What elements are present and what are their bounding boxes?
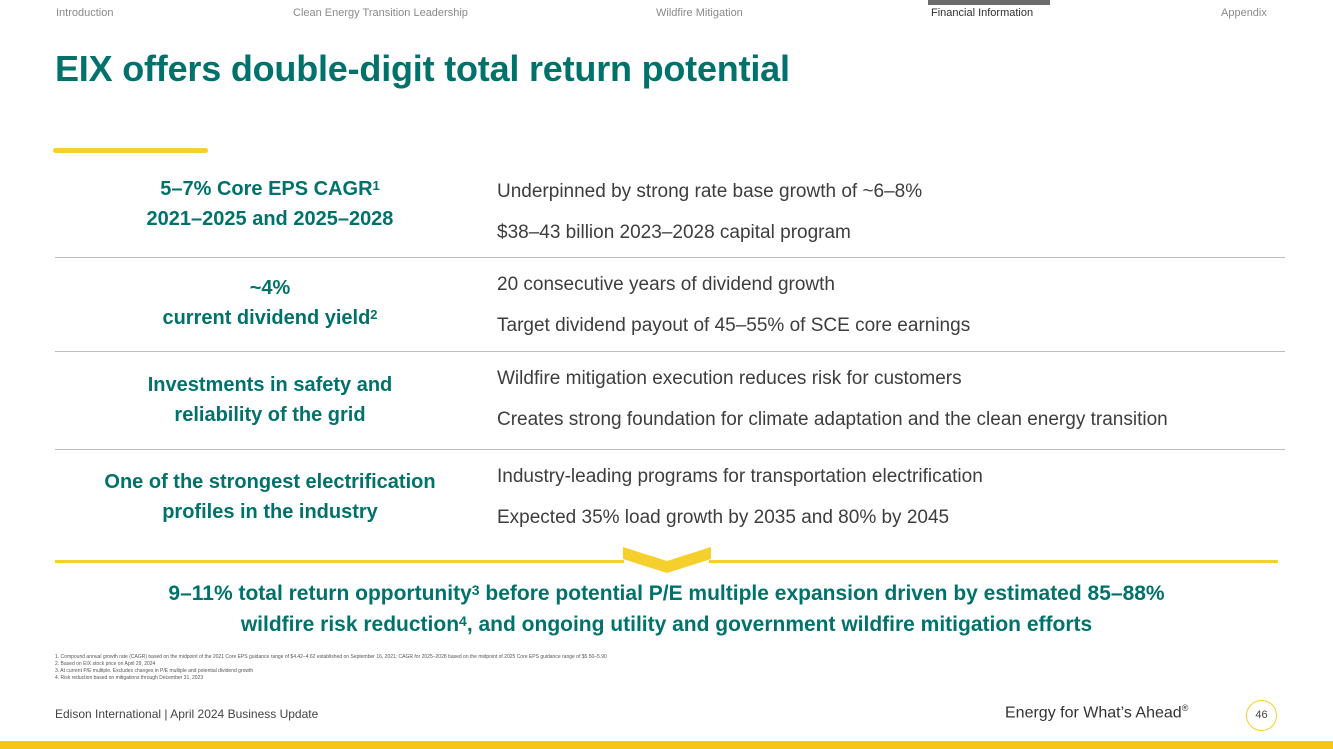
nav-item-clean-energy-transition[interactable]: Clean Energy Transition Leadership — [293, 7, 468, 19]
row-detail-item: Wildfire mitigation execution reduces ri… — [497, 368, 962, 389]
row-heading: One of the strongest electrification pro… — [55, 467, 485, 527]
nav-item-financial-information[interactable]: Financial Information — [931, 7, 1034, 19]
summary-divider-right — [709, 560, 1278, 563]
row-heading: Investments in safety and reliability of… — [55, 370, 485, 430]
row-heading: ~4% current dividend yield2 — [55, 273, 485, 333]
footnote: 2. Based on EIX stock price on April 29,… — [55, 661, 156, 667]
row-heading-line2: profiles in the industry — [162, 501, 378, 523]
footnote-ref: 1 — [372, 178, 380, 193]
row-detail-item: $38–43 billion 2023–2028 capital program — [497, 222, 851, 243]
row-detail-item: Industry-leading programs for transporta… — [497, 466, 983, 487]
footnote-ref: 3 — [471, 582, 480, 598]
summary-text: 9–11% total return opportunity — [168, 582, 472, 605]
tagline-text: Energy for What’s Ahead — [1005, 704, 1182, 722]
footnotes: 1. Compound annual growth rate (CAGR) ba… — [55, 654, 607, 682]
chevron-down-icon — [623, 547, 711, 573]
highlight-row-electrification: One of the strongest electrification pro… — [55, 460, 1285, 540]
row-divider — [55, 351, 1285, 352]
page-title: EIX offers double-digit total return pot… — [55, 48, 790, 89]
row-detail-item: 20 consecutive years of dividend growth — [497, 274, 835, 295]
title-accent-bar — [53, 148, 208, 153]
footnote-ref: 4 — [459, 613, 467, 629]
nav-item-wildfire-mitigation[interactable]: Wildfire Mitigation — [656, 7, 743, 19]
registered-mark: ® — [1181, 703, 1189, 713]
row-heading-line2: 2021–2025 and 2025–2028 — [146, 208, 394, 230]
footnote: 4. Risk reduction based on mitigations t… — [55, 675, 204, 681]
row-heading-line1: 5–7% Core EPS CAGR — [160, 178, 373, 200]
nav-item-appendix[interactable]: Appendix — [1221, 7, 1267, 19]
row-detail-item: Target dividend payout of 45–55% of SCE … — [497, 315, 971, 336]
summary-text: before potential P/E multiple expansion … — [479, 582, 1165, 605]
highlight-row-grid-investment: Investments in safety and reliability of… — [55, 362, 1285, 442]
footnote: 3. At current P/E multiple. Excludes cha… — [55, 668, 254, 674]
row-heading: 5–7% Core EPS CAGR1 2021–2025 and 2025–2… — [55, 174, 485, 234]
top-nav: Introduction Clean Energy Transition Lea… — [0, 0, 1333, 24]
total-return-summary: 9–11% total return opportunity3 before p… — [40, 578, 1293, 640]
row-heading-line1: One of the strongest electrification — [104, 471, 436, 493]
nav-active-indicator — [928, 0, 1050, 5]
highlight-row-eps: 5–7% Core EPS CAGR1 2021–2025 and 2025–2… — [55, 172, 1285, 252]
row-heading-line2: current dividend yield — [162, 307, 371, 329]
row-heading-line1: Investments in safety and — [147, 374, 393, 396]
row-detail-item: Expected 35% load growth by 2035 and 80%… — [497, 507, 950, 528]
footer-tagline: Energy for What’s Ahead® — [1005, 703, 1188, 722]
footnote-ref: 2 — [370, 307, 378, 322]
summary-text: wildfire risk reduction — [240, 613, 460, 636]
row-detail-item: Underpinned by strong rate base growth o… — [497, 181, 923, 202]
summary-text: , and ongoing utility and government wil… — [466, 613, 1093, 636]
footnote: 1. Compound annual growth rate (CAGR) ba… — [55, 654, 607, 660]
row-heading-line1: ~4% — [249, 277, 291, 299]
bottom-brand-bar — [0, 741, 1333, 749]
row-divider — [55, 449, 1285, 450]
page-number: 46 — [1246, 700, 1277, 731]
highlight-row-dividend: ~4% current dividend yield2 20 consecuti… — [55, 268, 1285, 348]
nav-item-introduction[interactable]: Introduction — [56, 7, 114, 19]
row-detail-item: Creates strong foundation for climate ad… — [497, 409, 1168, 430]
footer-source: Edison International | April 2024 Busine… — [55, 707, 319, 721]
row-heading-line2: reliability of the grid — [174, 404, 366, 426]
row-divider — [55, 257, 1285, 258]
summary-divider-left — [55, 560, 624, 563]
